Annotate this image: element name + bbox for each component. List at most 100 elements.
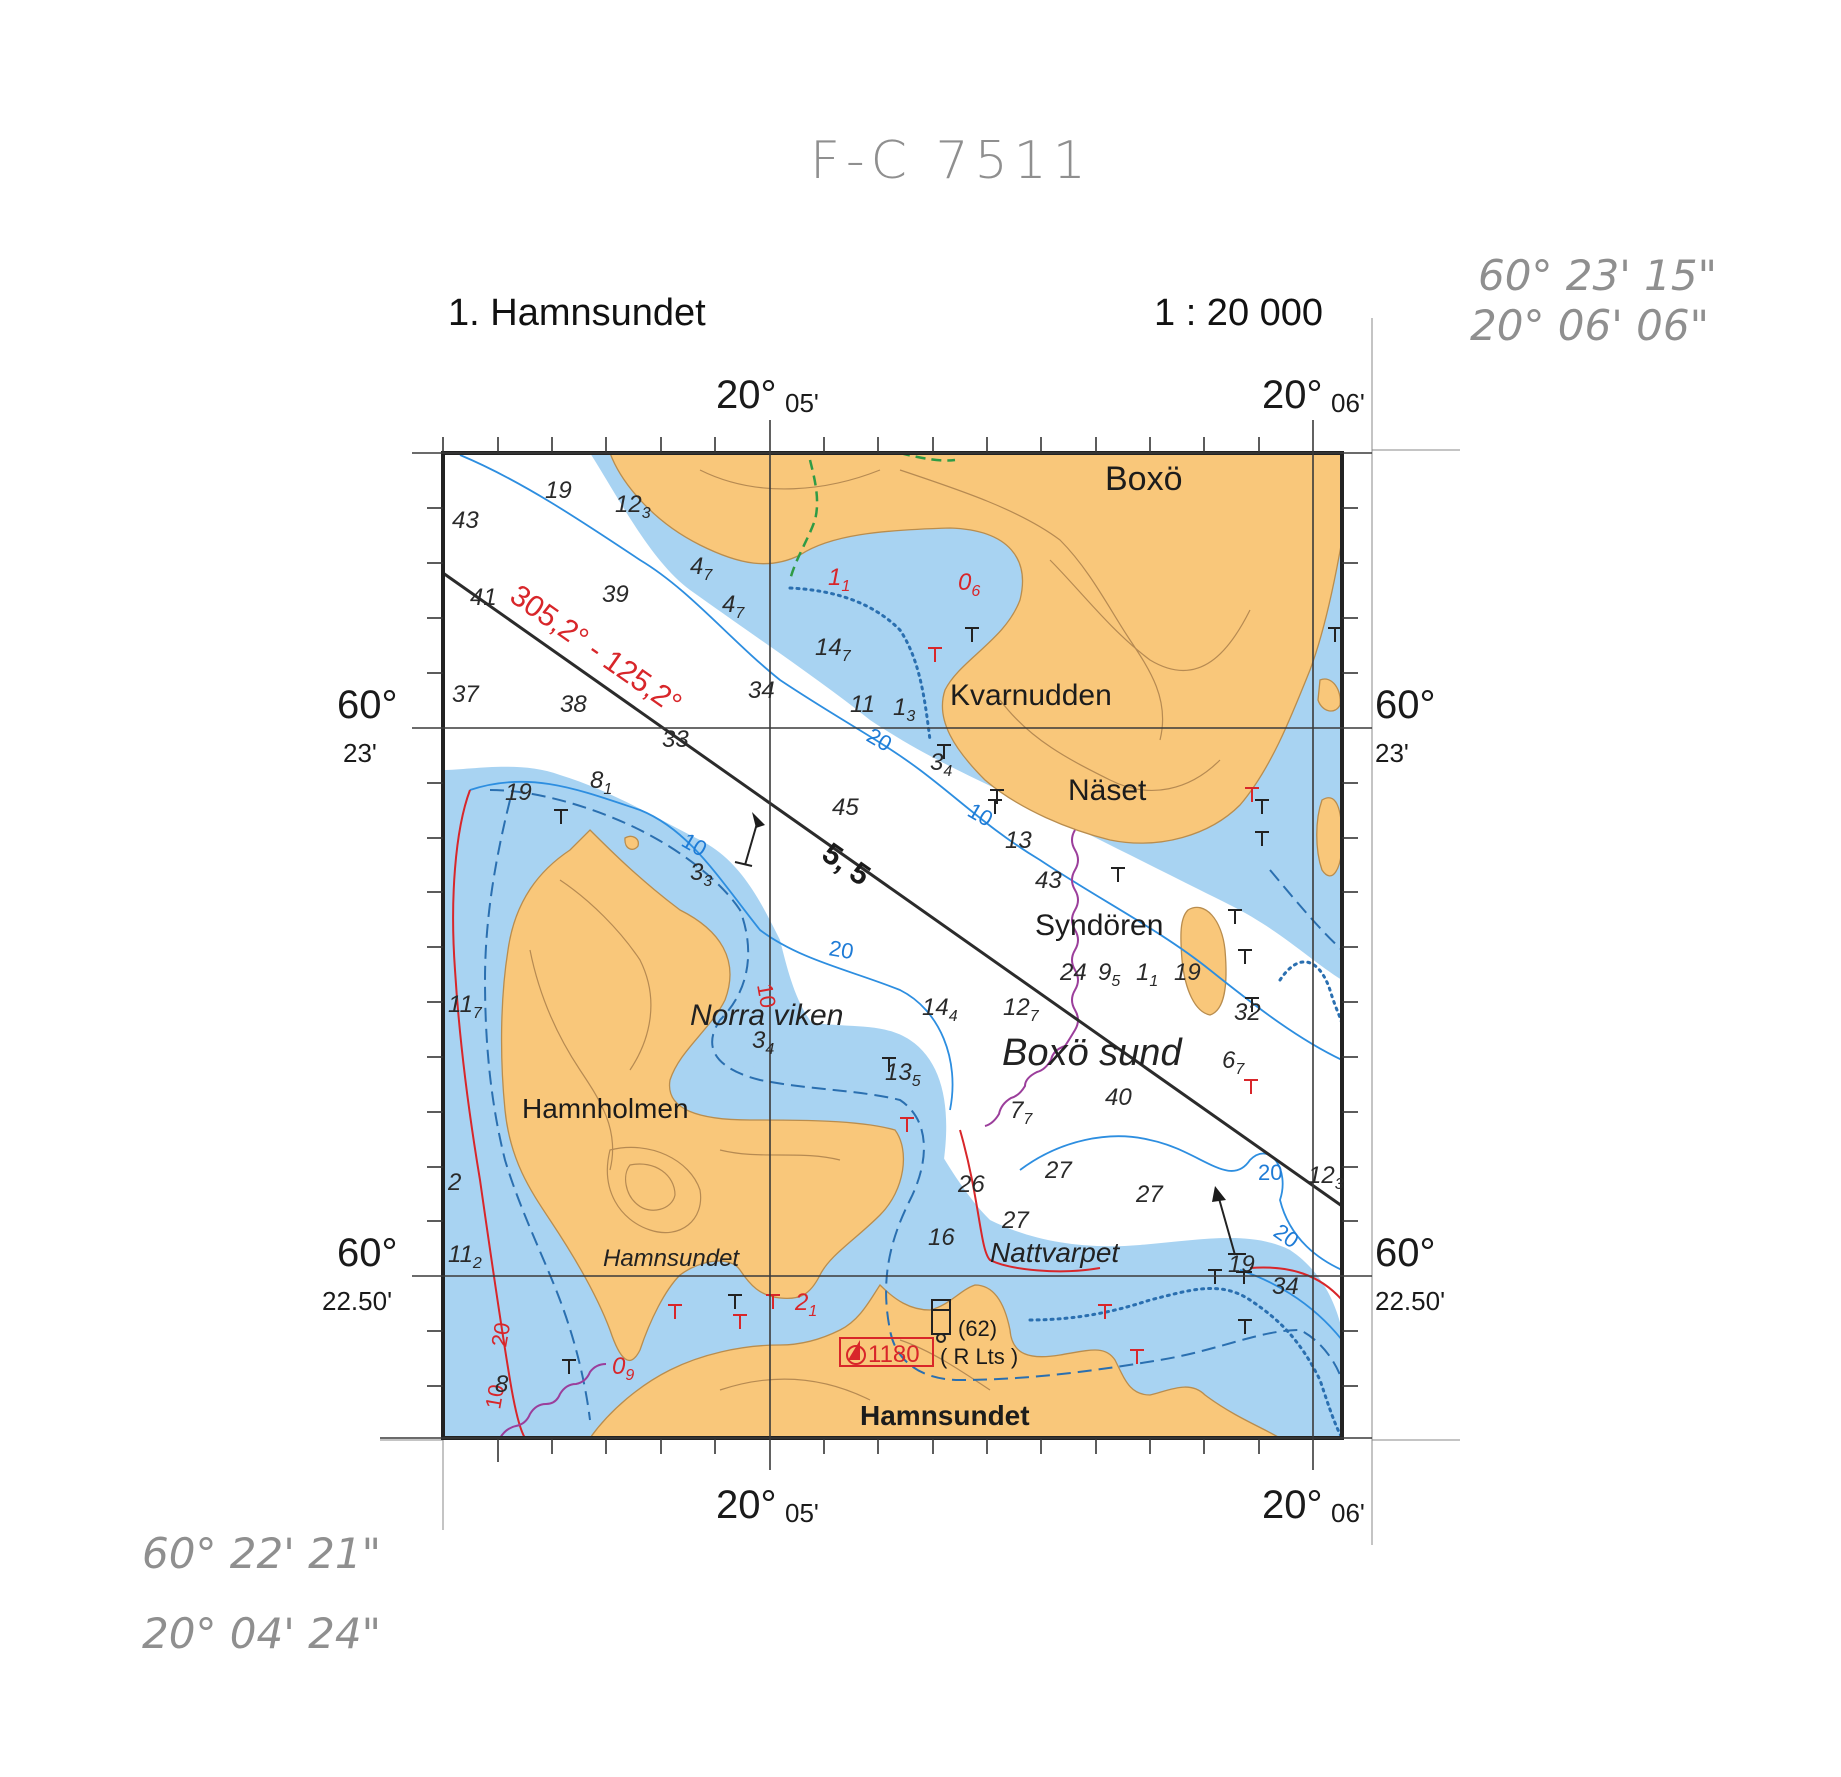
sounding-22: 34 xyxy=(752,1027,774,1058)
sounding-1: 123 xyxy=(615,491,651,522)
contour-label-10-c: 10 xyxy=(752,982,781,1010)
red-rock-symbols xyxy=(668,647,1259,1364)
place-boxo-sund: Boxö sund xyxy=(1002,1032,1183,1074)
coord-lat-23-right-min: 23' xyxy=(1375,738,1409,768)
land-islet-right-2 xyxy=(1316,797,1342,877)
handwritten-top-right-lat: 60° 23' 15" xyxy=(1478,251,1717,300)
sounding-13: 33 xyxy=(662,726,689,753)
sounding-30: 27 xyxy=(1044,1157,1073,1184)
land-boxo xyxy=(609,453,1342,844)
sounding-18: 13 xyxy=(1005,827,1032,854)
rock-symbols xyxy=(554,627,1342,1374)
coord-lat-23-right-deg: 60° xyxy=(1375,683,1436,727)
land-hamnholmen xyxy=(500,829,905,1362)
sounding-17: 45 xyxy=(832,794,859,821)
sounding-14: 34 xyxy=(930,749,952,780)
chart-scale: 1 : 20 000 xyxy=(1154,292,1323,334)
coord-lon-06-bottom-deg: 20° xyxy=(1262,1483,1323,1527)
land-syndoren xyxy=(1180,906,1227,1016)
handwritten-chart-id: F-C 7511 xyxy=(810,131,1092,191)
sounding-2: 43 xyxy=(452,507,479,534)
leading-line xyxy=(443,571,1342,1208)
handwritten-bottom-left-lat: 60° 22' 21" xyxy=(142,1529,381,1578)
boundary-dashed-green xyxy=(788,459,819,581)
coord-label-lon-05-top: 20° 05' xyxy=(716,373,819,418)
edge-ticks-top xyxy=(442,437,1260,453)
sounding-5: 39 xyxy=(602,581,629,608)
contour-label-left-20: 20 xyxy=(486,1320,515,1348)
coord-label-lon-06-top: 20° 06' xyxy=(1262,373,1365,418)
lighthouse-icon xyxy=(931,1299,951,1343)
sounding-29: 77 xyxy=(1010,1097,1033,1128)
coord-lat-2250-right-min: 22.50' xyxy=(1375,1286,1445,1316)
sounding-36: 16 xyxy=(928,1224,955,1251)
sounding-15: 19 xyxy=(505,779,532,806)
transit-arrow-south xyxy=(1212,1186,1246,1256)
handwritten-bottom-left-lon: 20° 04' 24" xyxy=(142,1609,381,1658)
sounding-21: 117 xyxy=(448,991,483,1022)
coord-label-lon-05-bottom: 20° 05' xyxy=(716,1483,819,1528)
sounding-32: 26 xyxy=(957,1171,985,1198)
sounding-37: 112 xyxy=(448,1241,482,1272)
place-naset: Näset xyxy=(1068,774,1147,807)
sounding-19: 33 xyxy=(690,859,712,890)
sounding-8: 37 xyxy=(452,681,480,708)
outer-guide-lines xyxy=(380,318,1460,1545)
land-islet-right-1 xyxy=(1317,678,1341,712)
handwritten-top-right-lon: 20° 06' 06" xyxy=(1470,301,1709,350)
sounding-40: 8 xyxy=(495,1371,509,1398)
chart-title: 1. Hamnsundet xyxy=(448,292,706,334)
coord-lat-2250-left-deg: 60° xyxy=(337,1231,398,1275)
sounding-24: 127 xyxy=(1003,994,1040,1025)
coord-lon-06-bottom-min: 06' xyxy=(1331,1498,1365,1528)
place-kvarnudden: Kvarnudden xyxy=(950,679,1112,712)
contour-label-20-b: 20 xyxy=(827,935,855,964)
light-type: ( R Lts ) xyxy=(940,1344,1018,1369)
sounding-31: 2 xyxy=(447,1169,461,1196)
depth-contours-10 xyxy=(483,789,1342,1421)
depth-contours-20 xyxy=(459,454,1342,1341)
soundings-layer: 19 123 43 47 47 39 41 147 37 38 34 11 13 33 34 19 81 45 13… xyxy=(447,477,1344,1398)
land-hamnsundet-south xyxy=(589,1283,1281,1438)
sounding-43: 11 xyxy=(1136,959,1158,990)
coord-lon-05-bottom-deg: 20° xyxy=(716,1483,777,1527)
sounding-7: 147 xyxy=(815,634,852,665)
contour-label-left-10: 10 xyxy=(480,1382,509,1410)
contour-label-20-c: 20 xyxy=(1258,1160,1282,1185)
place-nattvarpet: Nattvarpet xyxy=(990,1237,1120,1268)
place-hamnholmen: Hamnholmen xyxy=(522,1093,689,1124)
sounding-33: 27 xyxy=(1135,1181,1164,1208)
place-hamnsundet-village: Hamnsundet xyxy=(860,1400,1030,1431)
sounding-16: 81 xyxy=(590,767,612,798)
coord-lon-06-top-min: 06' xyxy=(1331,388,1365,418)
sounding-26: 67 xyxy=(1222,1047,1245,1078)
coord-lon-06-top-deg: 20° xyxy=(1262,373,1323,417)
edge-ticks-right xyxy=(1342,507,1358,1387)
coord-lon-05-top-deg: 20° xyxy=(716,373,777,417)
red-sounding-0: 11 xyxy=(828,564,850,595)
coord-lat-23-left-deg: 60° xyxy=(337,683,398,727)
coord-lat-2250-left-min: 22.50' xyxy=(322,1286,392,1316)
red-sounding-2: 21 xyxy=(794,1289,817,1320)
coord-lon-05-top-min: 05' xyxy=(785,388,819,418)
sounding-39: 19 xyxy=(1228,1251,1255,1278)
place-norra-viken: Norra viken xyxy=(690,999,843,1032)
sounding-41: 24 xyxy=(1059,959,1087,986)
transit-arrow-north xyxy=(734,812,765,867)
coord-lon-05-bottom-min: 05' xyxy=(785,1498,819,1528)
coord-lat-23-left-min: 23' xyxy=(343,738,377,768)
submarine-cable-south xyxy=(499,1363,607,1438)
map-body xyxy=(443,453,1342,1438)
graticule xyxy=(380,420,1372,1470)
sounding-23: 144 xyxy=(922,994,958,1025)
sounding-0: 19 xyxy=(545,477,572,504)
edge-ticks-bottom xyxy=(497,1438,1260,1462)
sounding-28: 40 xyxy=(1105,1084,1132,1111)
edge-ticks-left xyxy=(427,507,443,1387)
red-sounding-3: 09 xyxy=(612,1353,634,1384)
red-soundings-layer: 11 06 21 09 xyxy=(612,564,980,1384)
sounding-27: 135 xyxy=(885,1059,921,1090)
place-hamnsundet-strait: Hamnsundet xyxy=(603,1245,740,1272)
sounding-44: 19 xyxy=(1174,959,1201,986)
